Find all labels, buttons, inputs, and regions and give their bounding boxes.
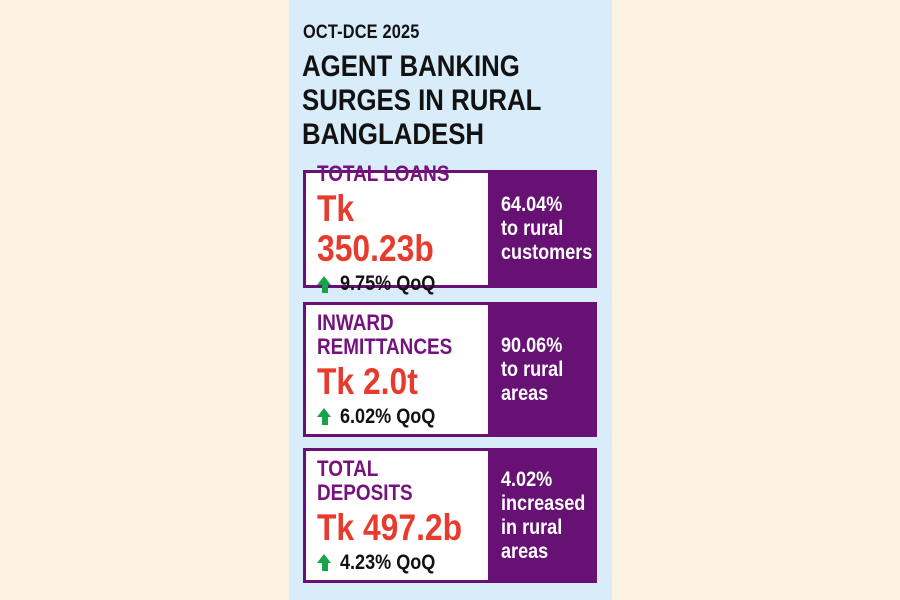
stat-card-inward-remittances: INWARD REMITTANCES Tk 2.0t 6.02% QoQ 90.…: [303, 302, 597, 437]
stat-value: Tk 2.0t: [317, 360, 486, 402]
stat-highlight: 64.04% to rural customers: [501, 193, 607, 265]
stat-highlight-panel: 4.02% increased in rural areas: [488, 451, 594, 580]
up-arrow-icon: [317, 554, 332, 571]
stat-title-text: TOTAL DEPOSITS: [317, 455, 413, 505]
stat-highlight: 4.02% increased in rural areas: [501, 468, 599, 564]
stat-highlight: 90.06% to rural areas: [501, 334, 573, 406]
stat-card-total-deposits: TOTAL DEPOSITS Tk 497.2b 4.23% QoQ 4.02%…: [303, 448, 597, 583]
stat-title-text: TOTAL LOANS: [317, 161, 450, 186]
infographic-panel: OCT-DCE 2025 AGENT BANKING SURGES IN RUR…: [289, 0, 612, 600]
stat-value: Tk 497.2b: [317, 506, 486, 548]
stat-change: 4.23% QoQ: [317, 551, 486, 575]
stat-value-text: Tk 497.2b: [317, 506, 463, 548]
stat-highlight-text: 64.04% to rural customers: [501, 193, 593, 264]
stat-title: TOTAL LOANS: [317, 162, 486, 186]
stat-title: TOTAL DEPOSITS: [317, 455, 486, 505]
stat-change-label: 9.75% QoQ: [340, 272, 436, 295]
up-arrow-icon: [317, 408, 332, 425]
stat-highlight-panel: 64.04% to rural customers: [488, 173, 594, 285]
stat-title-text: INWARD REMITTANCES: [317, 309, 453, 359]
stat-change-label: 4.23% QoQ: [340, 550, 436, 574]
stat-value-text: Tk 2.0t: [317, 360, 418, 402]
stat-card-total-loans: TOTAL LOANS Tk 350.23b 9.75% QoQ 64.04% …: [303, 162, 597, 295]
up-arrow-icon: [317, 275, 332, 293]
period-label: OCT-DCE 2025: [303, 22, 438, 44]
stat-highlight-text: 4.02% increased in rural areas: [501, 467, 586, 563]
period-text: OCT-DCE 2025: [303, 22, 420, 43]
page-title: AGENT BANKING SURGES IN RURAL BANGLADESH: [302, 50, 580, 152]
stat-card-body: TOTAL DEPOSITS Tk 497.2b 4.23% QoQ: [306, 451, 488, 580]
stat-change: 9.75% QoQ: [317, 272, 486, 296]
stat-change: 6.02% QoQ: [317, 405, 486, 429]
stat-value-text: Tk 350.23b: [317, 188, 434, 269]
stat-title: INWARD REMITTANCES: [317, 309, 486, 359]
stat-highlight-text: 90.06% to rural areas: [501, 333, 564, 405]
page-title-text: AGENT BANKING SURGES IN RURAL BANGLADESH: [302, 50, 542, 151]
stat-card-body: INWARD REMITTANCES Tk 2.0t 6.02% QoQ: [306, 305, 488, 434]
stat-card-body: TOTAL LOANS Tk 350.23b 9.75% QoQ: [306, 162, 488, 295]
stat-change-label: 6.02% QoQ: [340, 404, 436, 428]
stat-value: Tk 350.23b: [317, 189, 486, 269]
stat-highlight-panel: 90.06% to rural areas: [488, 305, 594, 434]
